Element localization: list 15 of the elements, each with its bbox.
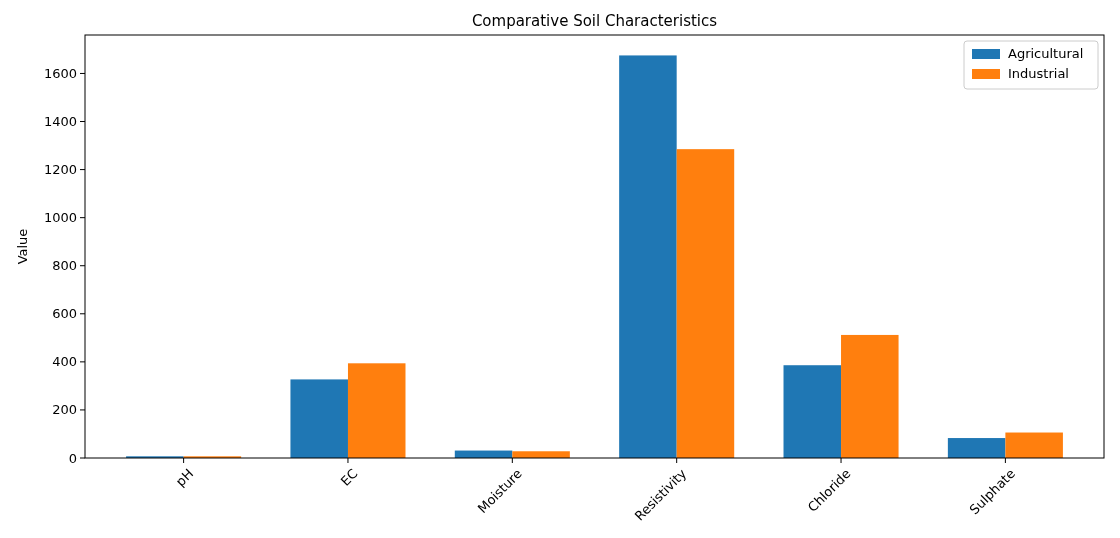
y-tick-label: 1400	[43, 114, 77, 130]
x-tick-label: pH	[172, 465, 197, 490]
chart-title: Comparative Soil Characteristics	[471, 12, 718, 30]
y-tick-label: 1600	[43, 66, 77, 81]
y-tick-label: 0	[68, 450, 77, 466]
y-tick-label: 1000	[43, 210, 77, 226]
y-axis-title: Value	[15, 228, 30, 265]
y-tick-label: 800	[52, 258, 77, 274]
y-tick-label: 200	[52, 402, 77, 418]
x-tick-label: EC	[337, 465, 361, 489]
y-tick-label: 400	[52, 354, 77, 370]
y-tick-label: 1200	[43, 162, 77, 178]
y-tick-label: 600	[52, 306, 77, 322]
legend-label: Industrial	[1008, 66, 1069, 81]
legend-label: Agricultural	[1008, 46, 1084, 61]
